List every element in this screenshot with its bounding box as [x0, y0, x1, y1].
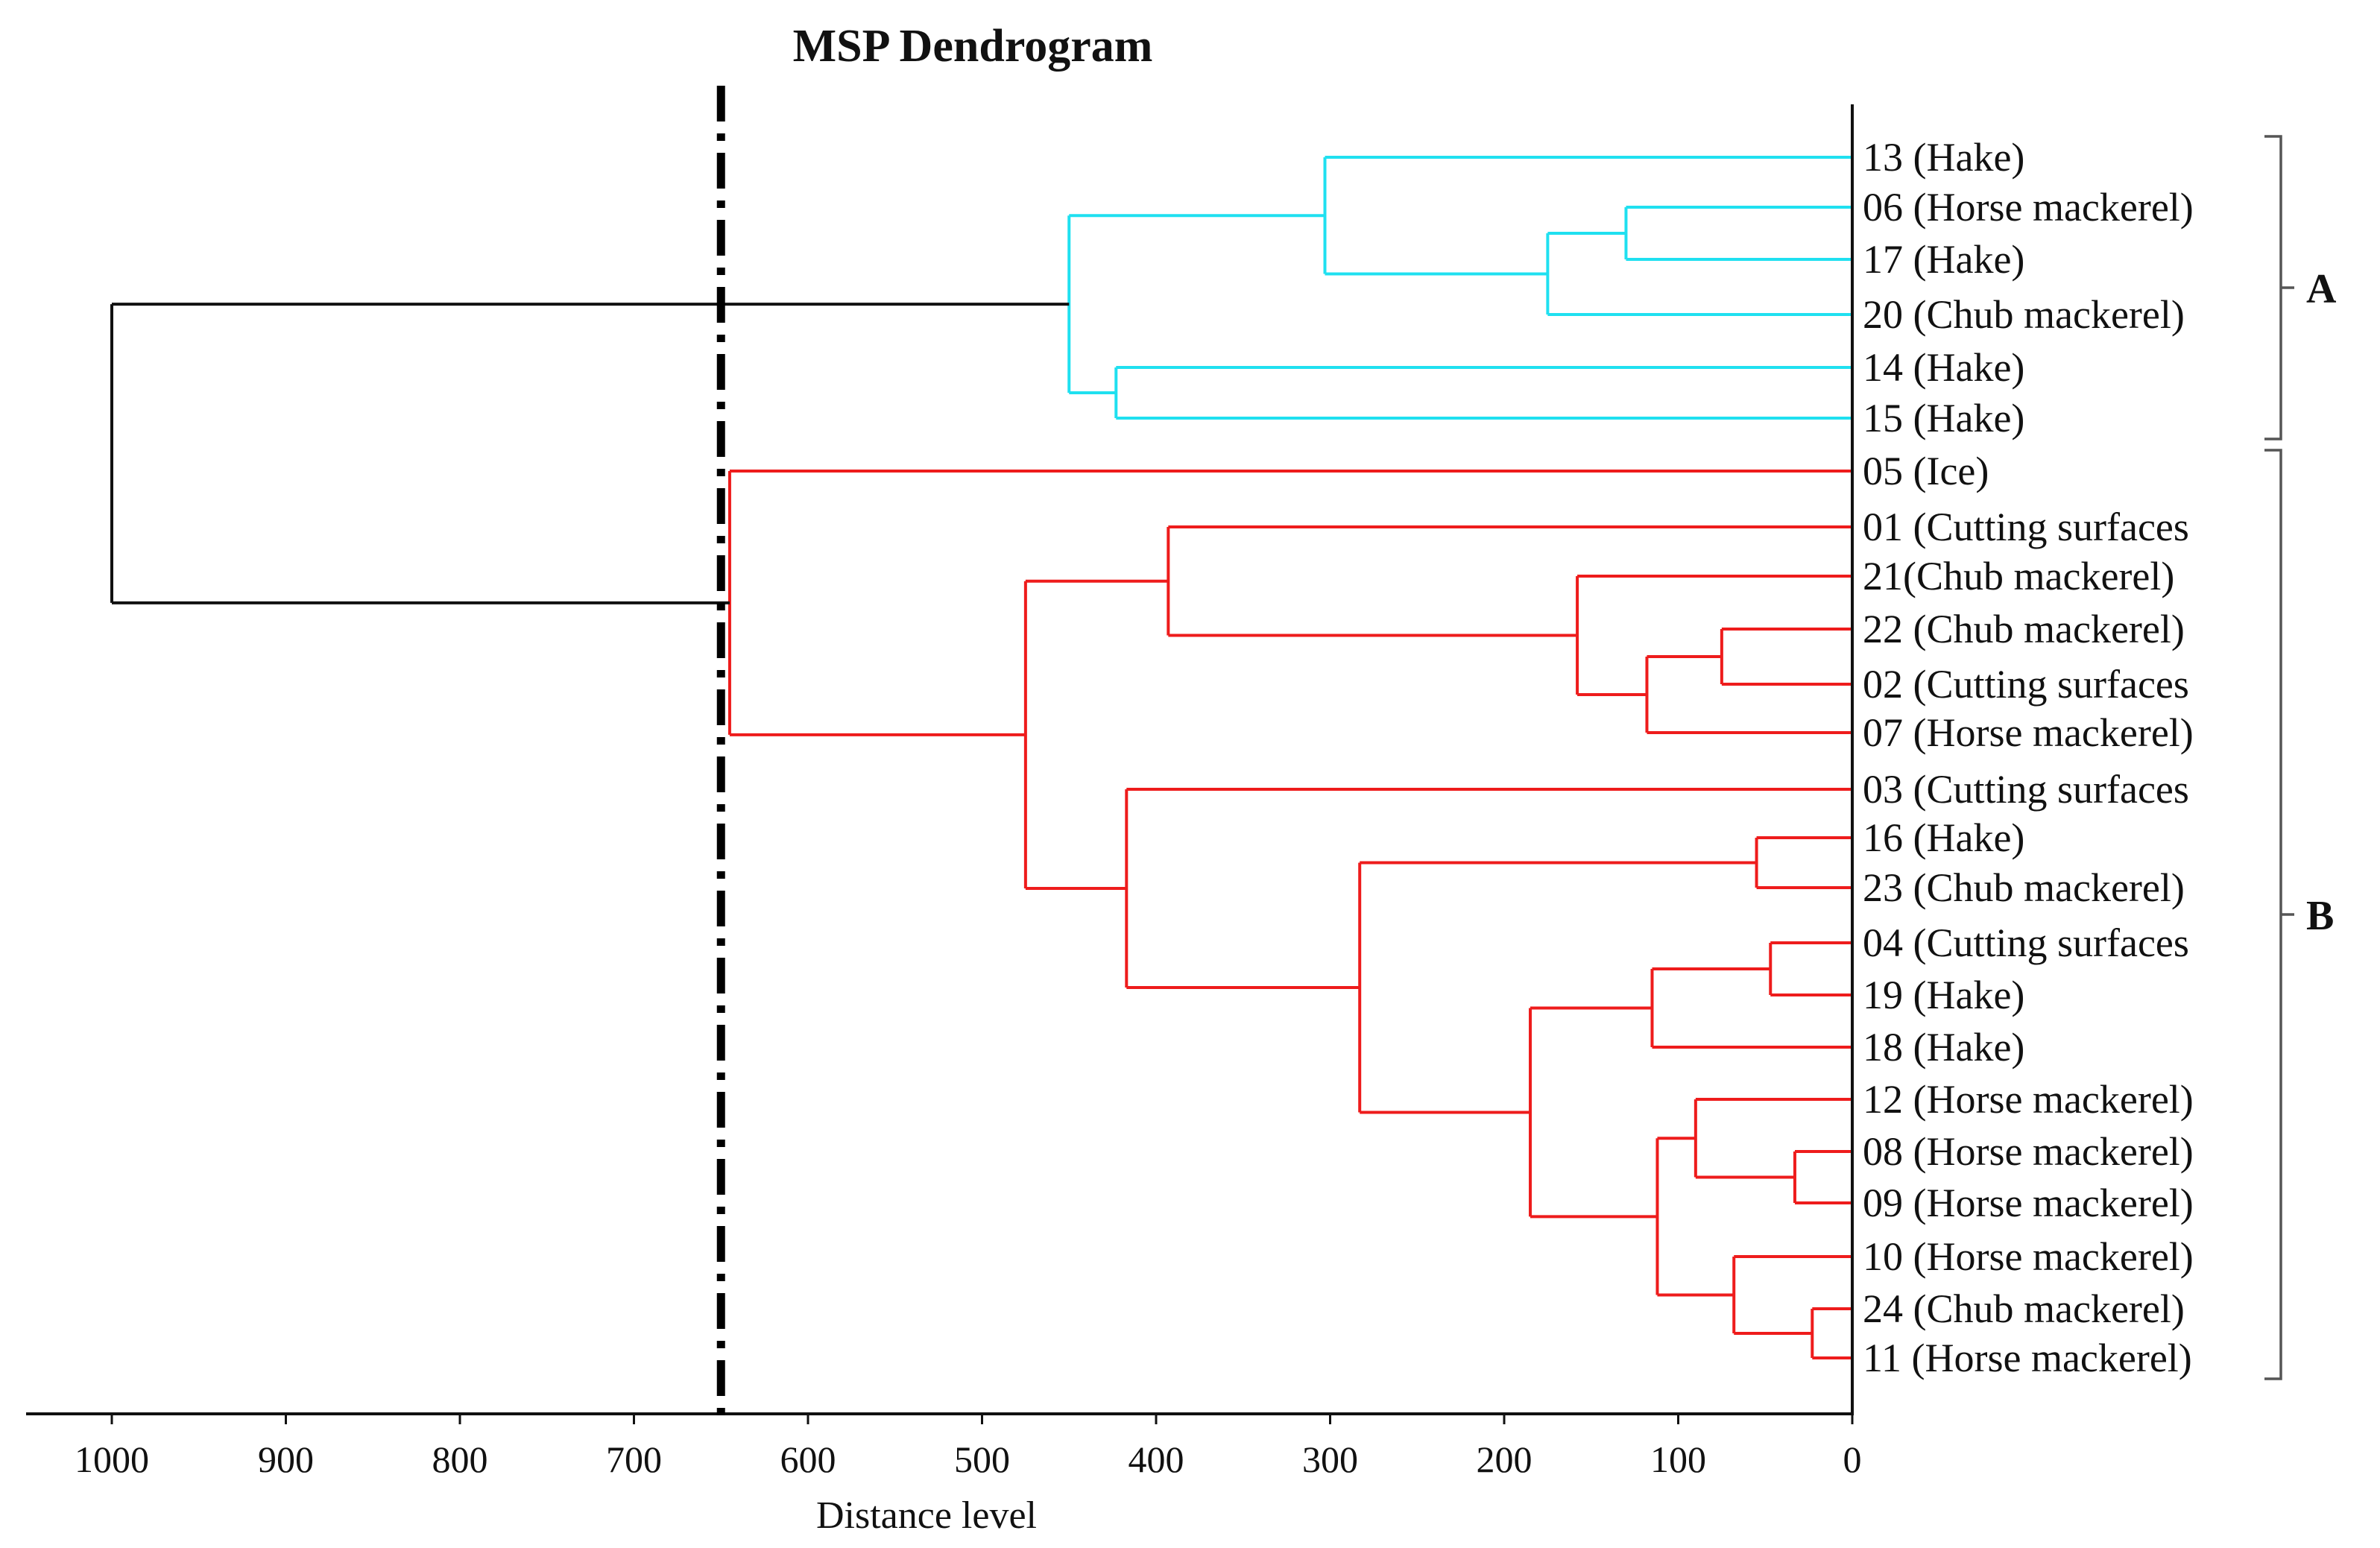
x-tick-label: 700	[606, 1438, 662, 1480]
x-tick-label: 200	[1477, 1438, 1533, 1480]
leaf-label: 21(Chub mackerel)	[1863, 554, 2174, 598]
x-tick-label: 1000	[75, 1438, 149, 1480]
x-tick-label: 800	[432, 1438, 488, 1480]
group-bracket	[2264, 449, 2294, 1380]
group-label: A	[2306, 266, 2337, 312]
leaf-label: 23 (Chub mackerel)	[1863, 865, 2185, 910]
leaf-label: 19 (Hake)	[1863, 973, 2024, 1017]
x-tick-label: 300	[1302, 1438, 1358, 1480]
leaf-labels: 13 (Hake) 06 (Horse mackerel) 17 (Hake) 20 …	[1863, 135, 2194, 1380]
group-label: B	[2306, 893, 2334, 939]
leaf-label: 10 (Horse mackerel)	[1863, 1234, 2194, 1279]
x-tick-label: 100	[1650, 1438, 1706, 1480]
group-bracket	[2264, 135, 2294, 440]
leaf-label: 22 (Chub mackerel)	[1863, 607, 2185, 651]
leaf-label: 20 (Chub mackerel)	[1863, 292, 2185, 337]
x-tick-label: 600	[780, 1438, 836, 1480]
leaf-label: 07 (Horse mackerel)	[1863, 710, 2194, 755]
leaf-label: 04 (Cutting surfaces	[1863, 920, 2189, 965]
leaf-label: 03 (Cutting surfaces	[1863, 767, 2189, 812]
leaf-label: 13 (Hake)	[1863, 135, 2024, 180]
leaf-label: 17 (Hake)	[1863, 237, 2024, 282]
x-tick-label: 0	[1843, 1438, 1862, 1480]
x-tick-label: 900	[258, 1438, 314, 1480]
leaf-label: 02 (Cutting surfaces	[1863, 662, 2189, 707]
leaf-label: 14 (Hake)	[1863, 345, 2024, 390]
leaf-label: 12 (Horse mackerel)	[1863, 1077, 2194, 1122]
dendrogram-links	[110, 156, 1852, 1359]
x-axis: 1000 900 800 700 600 500 400 300 200 100 0	[26, 86, 1862, 1480]
x-tick-label: 500	[954, 1438, 1010, 1480]
leaf-label: 24 (Chub mackerel)	[1863, 1286, 2185, 1331]
leaf-label: 01 (Cutting surfaces	[1863, 505, 2189, 549]
x-axis-label: Distance level	[816, 1494, 1037, 1537]
chart-title: MSP Dendrogram	[793, 21, 1153, 72]
leaf-label: 05 (Ice)	[1863, 449, 1989, 493]
leaf-label: 08 (Horse mackerel)	[1863, 1129, 2194, 1174]
leaf-label: 15 (Hake)	[1863, 396, 2024, 440]
leaf-label: 11 (Horse mackerel)	[1863, 1336, 2192, 1380]
leaf-label: 09 (Horse mackerel)	[1863, 1181, 2194, 1225]
leaf-label: 06 (Horse mackerel)	[1863, 185, 2194, 230]
group-brackets: AB	[2264, 135, 2337, 1380]
x-tick-label: 400	[1129, 1438, 1184, 1480]
leaf-label: 16 (Hake)	[1863, 815, 2024, 860]
leaf-label: 18 (Hake)	[1863, 1025, 2024, 1070]
